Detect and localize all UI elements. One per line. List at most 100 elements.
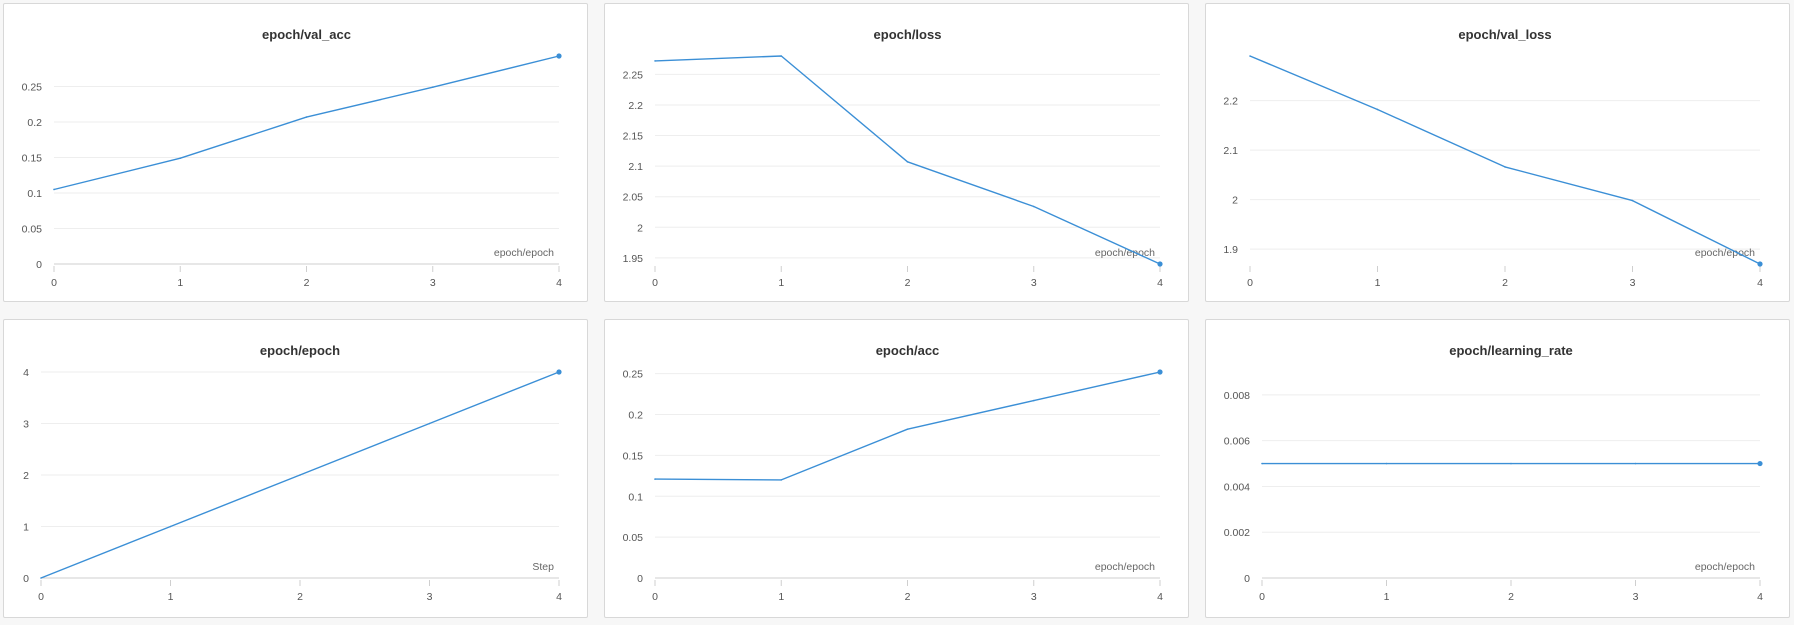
x-tick-label: 0 [38, 591, 44, 603]
chart-title: epoch/epoch [260, 343, 340, 358]
series-line [654, 55, 1161, 265]
data-point [1504, 166, 1506, 168]
x-tick-label: 4 [1157, 277, 1163, 289]
y-tick-label: 0.2 [628, 410, 643, 422]
data-point [1032, 205, 1035, 208]
data-point [40, 577, 42, 579]
series-line [654, 371, 1161, 481]
x-tick-label: 3 [1630, 277, 1636, 289]
last-data-point [1157, 261, 1163, 267]
chart-title: epoch/learning_rate [1449, 343, 1573, 358]
data-point [1510, 462, 1512, 465]
y-tick-label: 2.1 [628, 161, 643, 173]
y-tick-label: 0.006 [1224, 436, 1250, 448]
data-point [780, 479, 783, 481]
data-point [1376, 108, 1379, 111]
y-tick-label: 0.15 [623, 450, 644, 462]
chart-panel-loss[interactable]: epoch/loss 1.95 2 2.05 2.1 2.15 2.2 2.25 0 1 2 3 4 ep… [604, 3, 1189, 302]
data-point [1385, 462, 1388, 465]
y-tick-label: 2 [23, 470, 29, 482]
y-tick-label: 4 [23, 367, 29, 379]
chart-svg: epoch/val_loss 1.9 2 2.1 2.2 0 1 2 3 4 epoch/epoch [1223, 27, 1763, 289]
y-tick-label: 0.004 [1224, 481, 1250, 493]
x-tick-label: 2 [304, 277, 310, 289]
chart-svg: epoch/acc 0 0.05 0.1 0.15 0.2 0.25 0 1 2 3 4 epoch/e… [623, 343, 1164, 603]
y-tick-label: 1.95 [623, 253, 644, 265]
y-tick-label: 0.002 [1224, 527, 1250, 539]
data-point [906, 161, 909, 163]
x-tick-label: 2 [297, 591, 303, 603]
data-point [431, 86, 434, 89]
y-tick-label: 0.008 [1224, 390, 1250, 402]
data-point [1261, 462, 1263, 465]
x-axis-label: epoch/epoch [494, 247, 554, 259]
x-tick-label: 1 [177, 277, 183, 289]
y-tick-label: 0.1 [27, 188, 42, 200]
chart-panel-acc[interactable]: epoch/acc 0 0.05 0.1 0.15 0.2 0.25 0 1 2 3 4 epoch/e… [604, 319, 1189, 618]
x-tick-label: 3 [1031, 591, 1037, 603]
data-point [428, 422, 431, 425]
x-tick-label: 4 [1757, 277, 1763, 289]
series-line [1249, 55, 1761, 265]
chart-panel-learning-rate[interactable]: epoch/learning_rate 0 0.002 0.004 0.006 0.008… [1205, 319, 1790, 618]
x-tick-label: 1 [778, 277, 784, 289]
data-point [1631, 199, 1634, 202]
data-point [906, 428, 909, 431]
data-point [53, 188, 55, 191]
data-point [1249, 55, 1251, 57]
x-tick-label: 4 [556, 277, 562, 289]
y-tick-label: 2.25 [623, 69, 644, 81]
y-tick-label: 1.9 [1223, 244, 1238, 256]
y-tick-label: 0.1 [628, 491, 643, 503]
x-tick-label: 3 [1031, 277, 1037, 289]
series-line [53, 55, 560, 191]
chart-panel-val-acc[interactable]: epoch/val_acc 0 0.05 0.1 0.15 0.2 0.25 0 1 2 3 4 epo… [3, 3, 588, 302]
x-tick-label: 2 [1508, 591, 1514, 603]
x-tick-label: 2 [1502, 277, 1508, 289]
chart-title: epoch/acc [876, 343, 940, 358]
chart-svg: epoch/loss 1.95 2 2.05 2.1 2.15 2.2 2.25 0 1 2 3 4 ep… [623, 27, 1164, 289]
y-tick-label: 0.05 [623, 532, 644, 544]
y-tick-label: 0 [1244, 573, 1250, 585]
last-data-point [1157, 369, 1163, 375]
chart-svg: epoch/learning_rate 0 0.002 0.004 0.006 0.008… [1224, 343, 1763, 603]
data-point [1032, 399, 1035, 402]
y-tick-label: 0 [637, 573, 643, 585]
x-tick-label: 1 [778, 591, 784, 603]
x-axis-label: epoch/epoch [1695, 247, 1755, 259]
x-tick-label: 4 [1757, 591, 1763, 603]
y-tick-label: 2 [1232, 195, 1238, 207]
x-tick-label: 0 [1247, 277, 1253, 289]
y-tick-label: 2.15 [623, 131, 644, 143]
chart-svg: epoch/epoch 0 1 2 3 4 0 1 2 3 4 Step [23, 343, 562, 603]
y-tick-label: 0.2 [27, 117, 42, 129]
y-tick-label: 0.15 [22, 153, 43, 165]
y-tick-label: 0 [36, 259, 42, 271]
chart-svg: epoch/val_acc 0 0.05 0.1 0.15 0.2 0.25 0 1 2 3 4 epo… [22, 27, 563, 289]
data-point [654, 60, 656, 62]
y-tick-label: 1 [23, 522, 29, 534]
last-data-point [556, 369, 562, 375]
data-point [179, 157, 182, 160]
y-tick-label: 0.05 [22, 224, 43, 236]
y-tick-label: 3 [23, 419, 29, 431]
y-tick-label: 2.2 [1223, 96, 1238, 108]
data-point [299, 474, 301, 476]
y-tick-label: 2.05 [623, 192, 644, 204]
x-tick-label: 1 [1384, 591, 1390, 603]
y-tick-label: 2 [637, 222, 643, 234]
chart-panel-val-loss[interactable]: epoch/val_loss 1.9 2 2.1 2.2 0 1 2 3 4 epoch/epoch [1205, 3, 1790, 302]
data-point [1634, 462, 1637, 465]
x-axis-label: epoch/epoch [1095, 247, 1155, 259]
data-point [780, 55, 783, 57]
x-tick-label: 0 [652, 277, 658, 289]
chart-panel-epoch[interactable]: epoch/epoch 0 1 2 3 4 0 1 2 3 4 Step [3, 319, 588, 618]
x-tick-label: 3 [427, 591, 433, 603]
x-tick-label: 3 [1633, 591, 1639, 603]
last-data-point [1757, 460, 1763, 467]
chart-title: epoch/val_acc [262, 27, 351, 42]
x-tick-label: 0 [1259, 591, 1265, 603]
x-tick-label: 4 [556, 591, 562, 603]
data-point [654, 478, 656, 480]
x-axis-label: epoch/epoch [1095, 561, 1155, 573]
